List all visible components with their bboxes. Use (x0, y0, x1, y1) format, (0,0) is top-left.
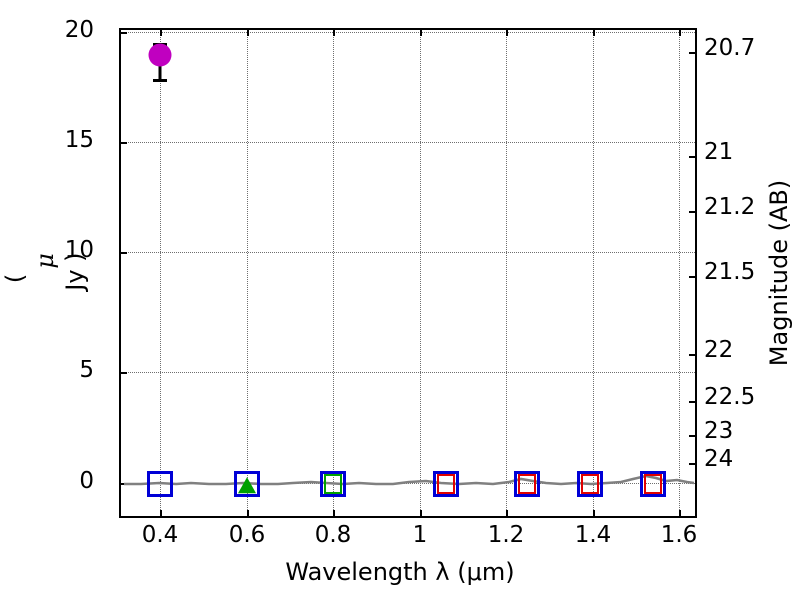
data-point-green-square[interactable] (324, 474, 342, 494)
data-point-red-square[interactable] (437, 474, 455, 494)
spectrum-line (124, 474, 695, 486)
xtick-label: 1.6 (660, 522, 698, 548)
data-point-blue-square[interactable] (433, 471, 459, 497)
ytick-label: 5 (79, 357, 94, 383)
axis-tick-x (593, 29, 595, 36)
axis-tick-x (420, 510, 422, 517)
data-point-blue-square[interactable] (234, 471, 260, 497)
data-point-blue-square[interactable] (320, 471, 346, 497)
axis-tick-x (160, 510, 162, 517)
axis-tick-y-right (689, 354, 696, 356)
gridline-horizontal (121, 32, 695, 33)
axis-tick-x (247, 510, 249, 517)
data-point-magenta-circle[interactable] (148, 43, 172, 67)
data-point-blue-square[interactable] (514, 471, 540, 497)
x-axis-label: Wavelength λ (μm) (285, 558, 515, 586)
y2tick-label: 21.2 (704, 194, 756, 220)
ytick-label: 15 (64, 127, 94, 153)
gridline-vertical (593, 30, 594, 516)
axis-tick-y-right (689, 463, 696, 465)
axis-tick-x (333, 29, 335, 36)
gridline-vertical (247, 30, 248, 516)
axis-tick-x (679, 29, 681, 36)
axis-tick-x (506, 29, 508, 36)
axis-tick-y-right (689, 156, 696, 158)
gridline-horizontal (121, 252, 695, 253)
xtick-label: 0.8 (314, 522, 352, 548)
data-point-red-square[interactable] (518, 474, 536, 494)
xtick-label: 0.4 (141, 522, 179, 548)
ytick-label: 0 (79, 468, 94, 494)
gridline-horizontal (121, 372, 695, 373)
axis-tick-x (160, 29, 162, 36)
axis-tick-y (120, 32, 127, 34)
xtick-label: 1.2 (487, 522, 525, 548)
axis-tick-y (120, 252, 127, 254)
y2tick-label: 20.7 (704, 35, 756, 61)
axis-tick-x (593, 510, 595, 517)
data-point-blue-square[interactable] (577, 471, 603, 497)
y2tick-label: 23 (704, 418, 734, 444)
y2tick-label: 21 (704, 139, 734, 165)
axis-tick-x (679, 510, 681, 517)
xtick-label: 1 (412, 522, 428, 548)
axis-tick-x (333, 510, 335, 517)
gridline-vertical (333, 30, 334, 516)
gridline-vertical (160, 30, 161, 516)
y2tick-label: 24 (704, 446, 734, 472)
gridline-horizontal (121, 483, 695, 484)
axis-tick-y-right (689, 211, 696, 213)
gridline-vertical (506, 30, 507, 516)
y2tick-label: 21.5 (704, 259, 756, 285)
axis-tick-y-right (689, 52, 696, 54)
y2tick-label: 22.5 (704, 384, 756, 410)
xtick-label: 1.4 (574, 522, 612, 548)
data-point-blue-square[interactable] (147, 471, 173, 497)
axis-tick-x (247, 29, 249, 36)
data-point-green-triangle[interactable] (238, 477, 256, 494)
axis-tick-y (120, 372, 127, 374)
axis-tick-x (420, 29, 422, 36)
ytick-label: 10 (64, 237, 94, 263)
plot-area (119, 28, 697, 518)
gridline-vertical (679, 30, 680, 516)
ytick-label: 20 (64, 17, 94, 43)
data-point-red-square[interactable] (581, 474, 599, 494)
xtick-label: 0.6 (228, 522, 266, 548)
data-point-red-square[interactable] (644, 474, 662, 494)
axis-tick-y (120, 142, 127, 144)
axis-tick-y-right (689, 401, 696, 403)
gridline-horizontal (121, 142, 695, 143)
axis-tick-y-right (689, 276, 696, 278)
axis-tick-y (120, 483, 127, 485)
y2tick-label: 22 (704, 337, 734, 363)
axis-tick-y-right (689, 435, 696, 437)
gridline-vertical (420, 30, 421, 516)
data-point-blue-square[interactable] (640, 471, 666, 497)
axis-tick-x (506, 510, 508, 517)
